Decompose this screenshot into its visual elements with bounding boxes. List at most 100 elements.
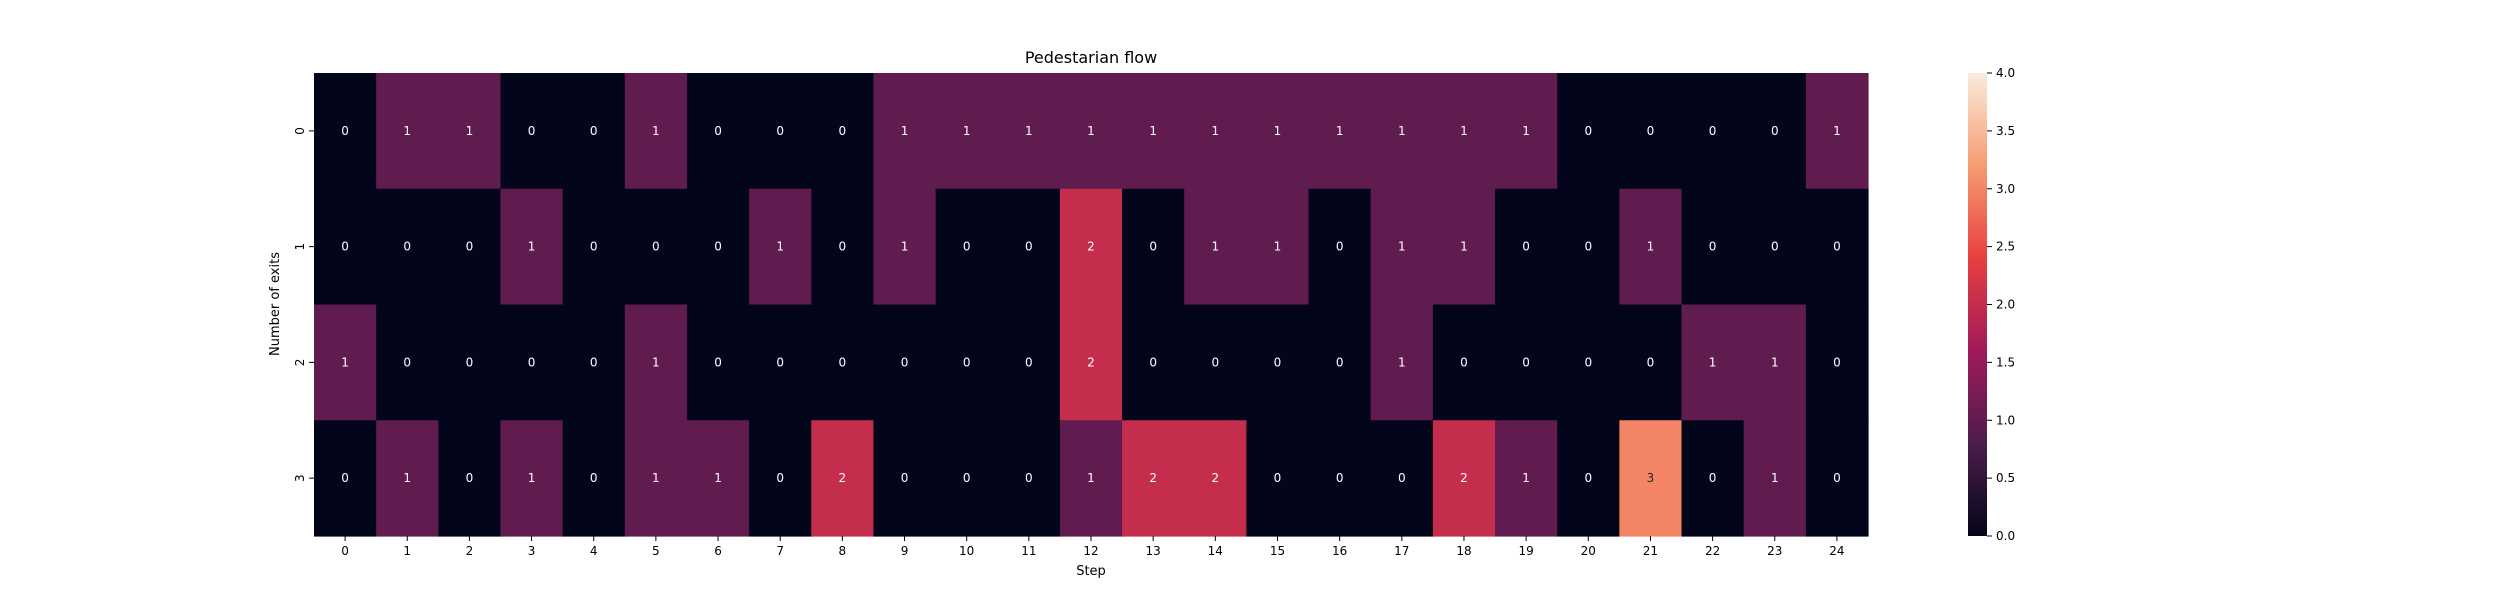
cell-label-r3-c19: 1: [1522, 471, 1530, 485]
cell-label-r1-c10: 0: [963, 240, 971, 254]
heatmap-cell-r3-c17: [1370, 420, 1434, 537]
cell-label-r0-c1: 1: [403, 124, 411, 138]
cell-label-r0-c3: 0: [528, 124, 536, 138]
x-axis-label: Step: [1076, 564, 1106, 579]
heatmap-cell-r2-c9: [873, 304, 937, 421]
heatmap-cell-r3-c21: [1619, 420, 1683, 537]
x-tick-label-11: 11: [1021, 544, 1036, 558]
heatmap-cell-r0-c12: [1059, 73, 1123, 190]
y-tick-label-1: 1: [293, 243, 307, 251]
x-tick-label-12: 12: [1083, 544, 1098, 558]
cell-label-r3-c3: 1: [528, 471, 536, 485]
heatmap-cell-r1-c22: [1681, 188, 1745, 306]
heatmap-cell-r1-c12: [1059, 188, 1123, 306]
heatmap-cell-r2-c1: [376, 304, 439, 421]
cell-label-r0-c5: 1: [652, 124, 660, 138]
cell-label-r1-c0: 0: [341, 240, 349, 254]
heatmap-cell-r2-c0: [314, 304, 377, 421]
heatmap-cell-r0-c14: [1184, 73, 1247, 190]
heatmap-cell-r3-c7: [749, 420, 812, 537]
cell-label-r2-c23: 1: [1771, 355, 1779, 369]
cell-label-r2-c19: 0: [1522, 355, 1530, 369]
cell-label-r3-c4: 0: [590, 471, 598, 485]
heatmap-cell-r1-c20: [1557, 188, 1620, 306]
cell-label-r2-c8: 0: [839, 355, 847, 369]
heatmap-cell-r1-c17: [1370, 188, 1434, 306]
heatmap-cell-r3-c20: [1557, 420, 1620, 537]
x-tick-label-6: 6: [714, 544, 722, 558]
heatmap-cell-r2-c6: [686, 304, 750, 421]
heatmap-cell-r0-c24: [1805, 73, 1869, 190]
cell-label-r3-c24: 0: [1833, 471, 1841, 485]
heatmap-cell-r2-c12: [1059, 304, 1123, 421]
heatmap-cell-r2-c18: [1432, 304, 1496, 421]
colorbar-tick-label-7: 3.5: [1996, 124, 2015, 138]
cell-label-r1-c16: 0: [1336, 240, 1344, 254]
x-tick-label-9: 9: [901, 544, 909, 558]
cell-label-r1-c13: 0: [1149, 240, 1157, 254]
x-tick-label-23: 23: [1767, 544, 1782, 558]
cell-label-r3-c8: 2: [839, 471, 847, 485]
cell-label-r3-c5: 1: [652, 471, 660, 485]
x-tick-label-19: 19: [1518, 544, 1533, 558]
cell-label-r0-c14: 1: [1211, 124, 1219, 138]
cell-label-r2-c22: 1: [1709, 355, 1717, 369]
cell-label-r1-c17: 1: [1398, 240, 1406, 254]
cell-label-r3-c2: 0: [466, 471, 474, 485]
colorbar-ticks: 0.0 0.5 1.0 1.5 2.0 2.5 3.0 3.5 4.0: [1987, 66, 2015, 543]
heatmap-cell-r2-c17: [1370, 304, 1434, 421]
heatmap-cell-r0-c22: [1681, 73, 1745, 190]
heatmap-cell-r1-c6: [686, 188, 750, 306]
cell-label-r3-c20: 0: [1584, 471, 1592, 485]
cell-label-r2-c0: 1: [341, 355, 349, 369]
cell-label-r1-c6: 0: [714, 240, 722, 254]
heatmap-cell-r0-c1: [376, 73, 439, 190]
heatmap-cell-r0-c18: [1432, 73, 1496, 190]
cell-label-r0-c7: 0: [776, 124, 784, 138]
cell-label-r0-c16: 1: [1336, 124, 1344, 138]
heatmap-cell-r2-c5: [624, 304, 688, 421]
cell-annotations: 0 1 1 0 0 1 0 0 0 1 1 1 1 1 1 1 1 1 1 1 0 0 0 0 1 0 0 0 1 0 0 0 1 0 1 0 0 2 0 1…: [341, 124, 1840, 485]
heatmap-cell-r1-c19: [1495, 188, 1558, 306]
x-tick-label-18: 18: [1456, 544, 1471, 558]
x-tick-label-22: 22: [1705, 544, 1720, 558]
heatmap-cell-r1-c18: [1432, 188, 1496, 306]
heatmap-cell-r0-c9: [873, 73, 937, 190]
cell-label-r0-c13: 1: [1149, 124, 1157, 138]
heatmap-cell-r3-c16: [1308, 420, 1372, 537]
cell-label-r3-c23: 1: [1771, 471, 1779, 485]
cell-label-r1-c5: 0: [652, 240, 660, 254]
cell-label-r2-c12: 2: [1087, 355, 1095, 369]
x-tick-label-8: 8: [839, 544, 847, 558]
heatmap-cell-r0-c21: [1619, 73, 1683, 190]
heatmap-cell-r3-c18: [1432, 420, 1496, 537]
colorbar-tick-label-6: 3.0: [1996, 182, 2015, 196]
cell-label-r2-c9: 0: [901, 355, 909, 369]
cell-label-r1-c18: 1: [1460, 240, 1468, 254]
y-tick-label-0: 0: [293, 127, 307, 135]
x-axis: 0 1 2 3 4 5 6 7 8 9 10 11 12 13 14 15 16 17 18 19 20 21 22 23 24: [341, 536, 1845, 558]
heatmap-cell-r0-c23: [1743, 73, 1807, 190]
heatmap-cell-r3-c23: [1743, 420, 1807, 537]
heatmap-cell-r3-c13: [1122, 420, 1185, 537]
colorbar-tick-label-8: 4.0: [1996, 66, 2015, 80]
colorbar-tick-label-1: 0.5: [1996, 471, 2015, 485]
cell-label-r0-c4: 0: [590, 124, 598, 138]
y-axis-label: Number of exits: [268, 252, 283, 356]
heatmap-cell-r0-c8: [811, 73, 875, 190]
cell-label-r2-c13: 0: [1149, 355, 1157, 369]
heatmap-cell-r1-c21: [1619, 188, 1683, 306]
colorbar-gradient: [1968, 73, 1987, 536]
x-tick-label-1: 1: [403, 544, 411, 558]
cell-label-r1-c11: 0: [1025, 240, 1033, 254]
heatmap-cell-r2-c13: [1122, 304, 1185, 421]
x-tick-label-5: 5: [652, 544, 660, 558]
heatmap-cell-r3-c3: [500, 420, 564, 537]
x-tick-label-15: 15: [1270, 544, 1285, 558]
heatmap-cell-r3-c0: [314, 420, 377, 537]
heatmap-cell-r3-c2: [438, 420, 502, 537]
heatmap-cell-r0-c20: [1557, 73, 1620, 190]
cell-label-r0-c8: 0: [839, 124, 847, 138]
heatmap-cell-r2-c8: [811, 304, 875, 421]
heatmap-cell-r3-c6: [686, 420, 750, 537]
